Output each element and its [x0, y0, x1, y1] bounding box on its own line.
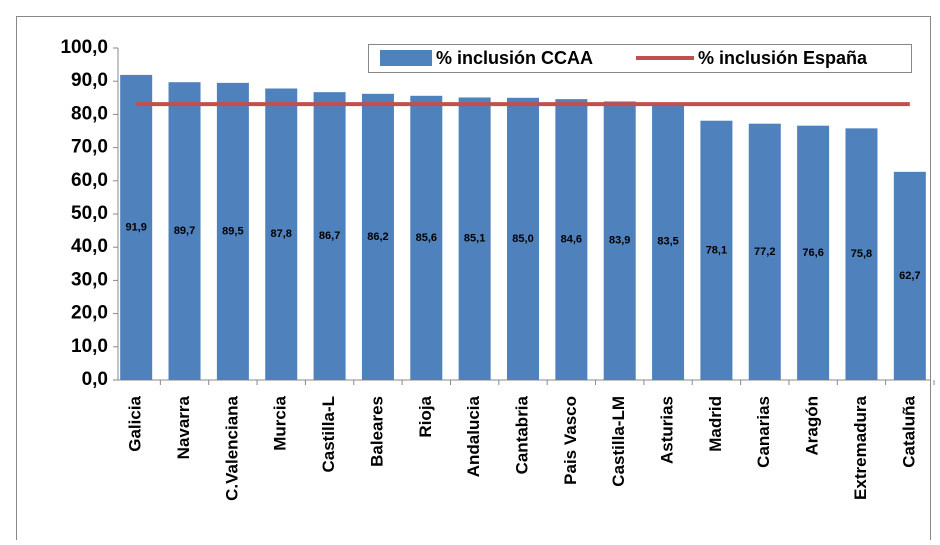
- y-tick-label: 50,0: [71, 203, 108, 224]
- value-label: 84,6: [561, 233, 582, 245]
- y-tick-label: 10,0: [71, 336, 108, 357]
- legend-swatch: [380, 50, 432, 66]
- bar: [603, 101, 636, 381]
- x-tick-label: C.Valenciana: [222, 395, 241, 500]
- value-label: 83,9: [609, 235, 630, 247]
- y-tick-label: 60,0: [71, 170, 108, 191]
- value-label: 83,5: [657, 235, 678, 247]
- x-tick-label: Murcia: [271, 395, 290, 450]
- x-tick-label: Aragón: [803, 396, 822, 456]
- x-tick-label: Extremadura: [851, 395, 870, 499]
- bar: [507, 97, 539, 381]
- x-tick-label: Cantabria: [512, 395, 531, 474]
- bar: [845, 128, 878, 380]
- value-label: 75,8: [851, 248, 872, 260]
- value-label: 78,1: [706, 244, 727, 256]
- x-tick-label: Canarias: [754, 396, 773, 468]
- y-tick-label: 90,0: [71, 70, 108, 91]
- chart-border: [16, 16, 931, 545]
- value-label: 85,0: [512, 233, 533, 245]
- bar: [168, 82, 201, 381]
- x-tick-label: Castilla-LM: [609, 396, 628, 487]
- y-tick-label: 40,0: [71, 236, 108, 257]
- x-tick-label: Pais Vasco: [561, 396, 580, 485]
- x-tick-label: Galicia: [126, 395, 145, 451]
- value-label: 91,9: [125, 221, 146, 233]
- bar: [700, 120, 733, 380]
- x-tick-label: Asturias: [658, 396, 677, 464]
- bar: [313, 92, 346, 380]
- x-tick-label: Andalucia: [464, 395, 483, 477]
- bar: [555, 99, 588, 381]
- legend-label: % inclusión España: [698, 48, 868, 68]
- y-tick-label: 100,0: [60, 37, 108, 58]
- y-tick-label: 0,0: [82, 369, 108, 390]
- bar: [458, 97, 491, 380]
- bar: [216, 82, 249, 381]
- x-tick-label: Castilla-L: [319, 396, 338, 473]
- x-tick-label: Navarra: [174, 395, 193, 459]
- bar: [361, 93, 394, 380]
- value-label: 77,2: [754, 246, 775, 258]
- x-tick-label: Madrid: [706, 396, 725, 452]
- value-label: 76,6: [802, 247, 823, 259]
- bar: [652, 102, 685, 380]
- x-tick-label: Cataluña: [899, 395, 918, 467]
- bar: [265, 88, 298, 380]
- value-label: 86,2: [367, 231, 388, 243]
- bar: [748, 123, 781, 381]
- value-label: 62,7: [899, 270, 920, 282]
- x-tick-label: Rioja: [416, 395, 435, 437]
- value-label: 89,7: [174, 225, 195, 237]
- value-label: 85,6: [416, 232, 437, 244]
- value-label: 89,5: [222, 225, 243, 237]
- legend-label: % inclusión CCAA: [436, 48, 593, 68]
- value-label: 87,8: [271, 228, 292, 240]
- y-tick-label: 30,0: [71, 269, 108, 290]
- y-tick-label: 80,0: [71, 103, 108, 124]
- value-label: 85,1: [464, 233, 485, 245]
- bar: [893, 171, 926, 380]
- bar: [120, 74, 153, 380]
- bar: [797, 125, 830, 380]
- y-tick-label: 20,0: [71, 303, 108, 324]
- y-tick-label: 70,0: [71, 137, 108, 158]
- x-tick-label: Baleares: [367, 396, 386, 467]
- value-label: 86,7: [319, 230, 340, 242]
- bar: [410, 95, 443, 381]
